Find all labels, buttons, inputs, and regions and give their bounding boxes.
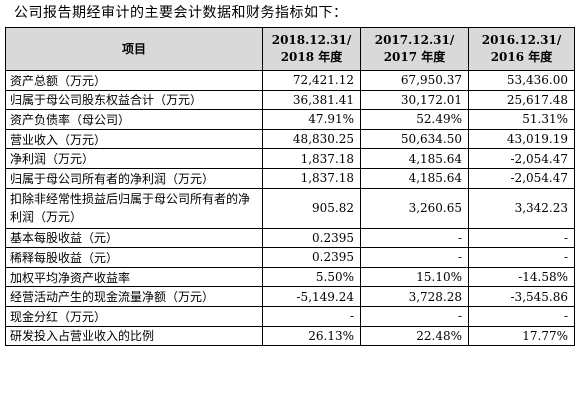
cell-2018: - xyxy=(262,305,361,327)
cell-2016: - xyxy=(468,305,575,327)
cell-2018: 1,837.18 xyxy=(262,167,361,189)
cell-2018: -5,149.24 xyxy=(262,286,361,307)
table-header-row: 项目 2018.12.31/ 2018 年度 2017.12.31/ 2017 … xyxy=(5,27,575,71)
table-row: 经营活动产生的现金流量净额（万元） -5,149.24 3,728.28 -3,… xyxy=(5,286,575,307)
table-row: 资产总额（万元） 72,421.12 67,950.37 53,436.00 xyxy=(5,70,575,91)
cell-2016: 53,436.00 xyxy=(468,70,575,91)
table-row: 研发投入占营业收入的比例 26.13% 22.48% 17.77% xyxy=(5,325,575,347)
cell-2018: 0.2395 xyxy=(262,247,361,268)
cell-2016: - xyxy=(468,227,575,249)
row-label: 加权平均净资产收益率 xyxy=(5,266,263,288)
cell-2016: -2,054.47 xyxy=(468,167,575,189)
table-row: 资产负债率（母公司） 47.91% 52.49% 51.31% xyxy=(5,109,575,130)
table-row: 现金分红（万元） - - - xyxy=(5,305,575,327)
row-label: 稀释每股收益（元） xyxy=(5,247,263,268)
cell-2017: - xyxy=(360,247,469,268)
header-2017-year: 2017 年度 xyxy=(383,50,446,64)
cell-2018: 48,830.25 xyxy=(262,128,361,150)
header-2018-year: 2018 年度 xyxy=(280,50,343,64)
cell-2016: - xyxy=(468,247,575,268)
row-label: 归属于母公司股东权益合计（万元） xyxy=(5,89,263,111)
table-row: 归属于母公司所有者的净利润（万元） 1,837.18 4,185.64 -2,0… xyxy=(5,167,575,189)
cell-2016: 3,342.23 xyxy=(468,187,575,229)
header-item: 项目 xyxy=(5,27,263,71)
cell-2017: 50,634.50 xyxy=(360,128,469,150)
cell-2018: 47.91% xyxy=(262,109,361,130)
row-label: 基本每股收益（元） xyxy=(5,227,263,249)
row-label: 经营活动产生的现金流量净额（万元） xyxy=(5,286,263,307)
financial-data-table: 项目 2018.12.31/ 2018 年度 2017.12.31/ 2017 … xyxy=(5,27,575,347)
cell-2017: - xyxy=(360,305,469,327)
table-row: 扣除非经常性损益后归属于母公司所有者的净利润（万元） 905.82 3,260.… xyxy=(5,187,575,229)
cell-2017: 52.49% xyxy=(360,109,469,130)
header-2017-date: 2017.12.31/ xyxy=(374,33,455,47)
header-2016-date: 2016.12.31/ xyxy=(481,33,562,47)
row-label: 研发投入占营业收入的比例 xyxy=(5,325,263,347)
row-label: 净利润（万元） xyxy=(5,148,263,169)
cell-2016: 17.77% xyxy=(468,325,575,347)
cell-2017: 22.48% xyxy=(360,325,469,347)
cell-2016: -2,054.47 xyxy=(468,148,575,169)
row-label: 资产总额（万元） xyxy=(5,70,263,91)
cell-2017: 67,950.37 xyxy=(360,70,469,91)
row-label: 归属于母公司所有者的净利润（万元） xyxy=(5,167,263,189)
cell-2017: 15.10% xyxy=(360,266,469,288)
cell-2018: 1,837.18 xyxy=(262,148,361,169)
cell-2016: -3,545.86 xyxy=(468,286,575,307)
cell-2018: 36,381.41 xyxy=(262,89,361,111)
table-row: 稀释每股收益（元） 0.2395 - - xyxy=(5,247,575,268)
cell-2016: 43,019.19 xyxy=(468,128,575,150)
cell-2018: 0.2395 xyxy=(262,227,361,249)
table-row: 加权平均净资产收益率 5.50% 15.10% -14.58% xyxy=(5,266,575,288)
cell-2016: 51.31% xyxy=(468,109,575,130)
cell-2018: 5.50% xyxy=(262,266,361,288)
cell-2018: 72,421.12 xyxy=(262,70,361,91)
header-2016-year: 2016 年度 xyxy=(490,50,553,64)
cell-2016: 25,617.48 xyxy=(468,89,575,111)
cell-2017: 3,728.28 xyxy=(360,286,469,307)
table-row: 基本每股收益（元） 0.2395 - - xyxy=(5,227,575,249)
cell-2018: 905.82 xyxy=(262,187,361,229)
header-2016: 2016.12.31/ 2016 年度 xyxy=(468,27,575,71)
table-row: 营业收入（万元） 48,830.25 50,634.50 43,019.19 xyxy=(5,128,575,150)
row-label: 扣除非经常性损益后归属于母公司所有者的净利润（万元） xyxy=(5,187,263,229)
row-label: 现金分红（万元） xyxy=(5,305,263,327)
header-2018: 2018.12.31/ 2018 年度 xyxy=(262,27,361,71)
cell-2017: 30,172.01 xyxy=(360,89,469,111)
row-label: 营业收入（万元） xyxy=(5,128,263,150)
cell-2017: 4,185.64 xyxy=(360,167,469,189)
header-2018-date: 2018.12.31/ xyxy=(271,33,352,47)
row-label: 资产负债率（母公司） xyxy=(5,109,263,130)
header-2017: 2017.12.31/ 2017 年度 xyxy=(360,27,469,71)
cell-2016: -14.58% xyxy=(468,266,575,288)
table-row: 归属于母公司股东权益合计（万元） 36,381.41 30,172.01 25,… xyxy=(5,89,575,111)
cell-2018: 26.13% xyxy=(262,325,361,347)
cell-2017: 3,260.65 xyxy=(360,187,469,229)
cell-2017: 4,185.64 xyxy=(360,148,469,169)
cell-2017: - xyxy=(360,227,469,249)
intro-text: 公司报告期经审计的主要会计数据和财务指标如下： xyxy=(14,5,348,21)
table-row: 净利润（万元） 1,837.18 4,185.64 -2,054.47 xyxy=(5,148,575,169)
